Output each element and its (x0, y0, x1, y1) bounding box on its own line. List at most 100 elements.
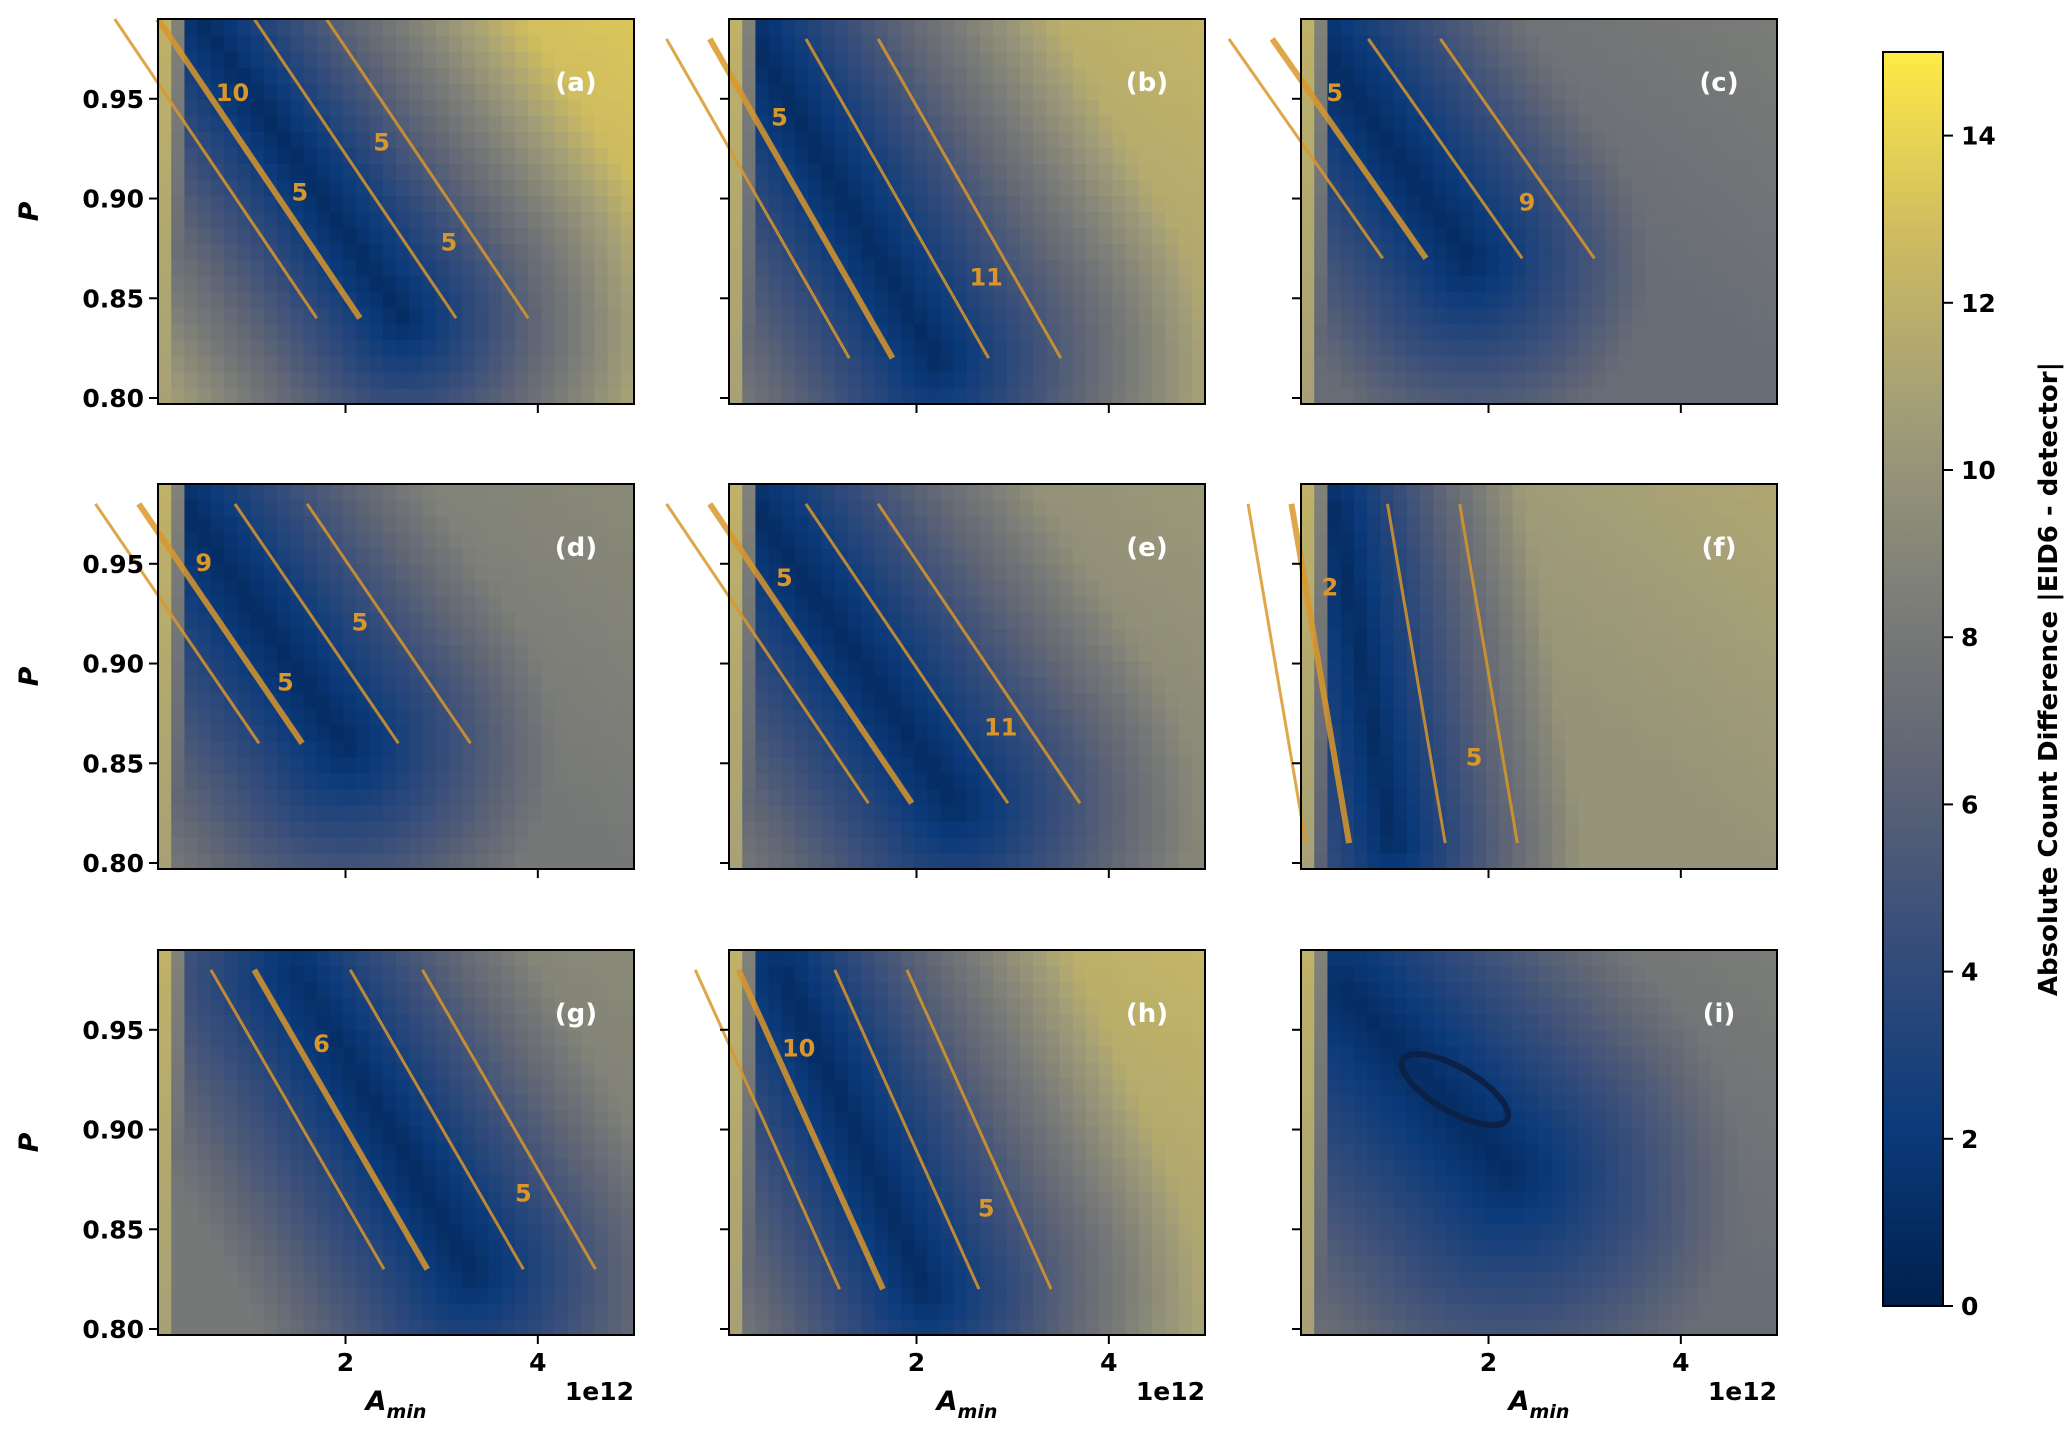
heatmap-cell (993, 660, 1008, 678)
heatmap-cell (263, 371, 278, 389)
heatmap-cell (1684, 211, 1699, 229)
heatmap-cell (1737, 339, 1752, 357)
heatmap-cell (1763, 692, 1778, 710)
heatmap-cell (277, 163, 291, 181)
heatmap-cell (237, 532, 252, 549)
heatmap-cell (171, 83, 186, 100)
heatmap-cell (329, 259, 344, 277)
heatmap-cell (953, 676, 968, 694)
heatmap-cell (742, 644, 757, 662)
heatmap-cell (488, 211, 503, 229)
heatmap-cell (1059, 660, 1074, 678)
heatmap-cell (1138, 259, 1153, 277)
heatmap-cell (620, 628, 635, 646)
heatmap-cell (316, 612, 331, 629)
heatmap-cell (861, 51, 876, 68)
heatmap-cell (1046, 660, 1061, 678)
contour-line (325, 18, 530, 320)
heatmap-cell (1125, 628, 1140, 646)
heatmap-cell (1152, 516, 1166, 533)
heatmap-cell (620, 532, 635, 549)
heatmap-cell (1472, 243, 1487, 261)
heatmap-cell (768, 227, 783, 245)
heatmap-cell (1380, 99, 1395, 116)
heatmap-cell (184, 371, 199, 389)
heatmap-cell (1710, 355, 1725, 373)
heatmap-cell (940, 580, 955, 597)
heatmap-cell (900, 564, 915, 581)
heatmap-cell (861, 179, 876, 197)
heatmap-cell (1750, 83, 1765, 100)
heatmap-cell (488, 339, 503, 357)
heatmap-cell (967, 131, 981, 148)
heatmap-cell (1565, 339, 1580, 357)
heatmap-cell (1578, 83, 1593, 100)
heatmap-cell (475, 99, 490, 116)
heatmap-cell (1340, 852, 1355, 870)
heatmap-cell (1697, 307, 1712, 325)
heatmap-cell (1314, 227, 1329, 245)
contour-line (707, 37, 896, 360)
heatmap-cell (316, 179, 331, 197)
heatmap-cell (1006, 772, 1021, 790)
heatmap-cell (1750, 644, 1765, 662)
heatmap-cell (861, 676, 876, 694)
heatmap-cell (887, 788, 902, 806)
heatmap-cell (329, 852, 344, 870)
heatmap-cell (607, 852, 622, 870)
heatmap-cell (1433, 740, 1448, 758)
heatmap-cell (1152, 339, 1166, 357)
contour-line (707, 502, 915, 805)
heatmap-cell (1472, 836, 1487, 854)
heatmap-cell (594, 820, 609, 838)
heatmap-cell (1671, 740, 1686, 758)
heatmap-cell (1314, 115, 1329, 132)
heatmap-cell (927, 115, 942, 132)
heatmap-cell (158, 307, 172, 325)
contour-line (113, 18, 318, 320)
heatmap-cell (515, 548, 529, 565)
heatmap-cell (1086, 307, 1100, 325)
heatmap-cell (1178, 532, 1193, 549)
heatmap-cell (821, 51, 836, 68)
heatmap-cell (768, 804, 783, 822)
heatmap-cell (171, 131, 186, 148)
heatmap-cell (343, 275, 357, 293)
heatmap-cell (237, 259, 252, 277)
heatmap-cell (1406, 83, 1421, 100)
heatmap-cell (795, 211, 809, 229)
heatmap-cell (224, 307, 238, 325)
heatmap-cell (940, 227, 955, 245)
heatmap-cell (953, 820, 968, 838)
heatmap-cell (1072, 772, 1087, 790)
heatmap-cell (488, 179, 503, 197)
heatmap-cell (914, 131, 928, 148)
heatmap-cell (158, 708, 172, 726)
heatmap-cell (1059, 532, 1074, 549)
heatmap-cell (1525, 19, 1540, 36)
heatmap-cell (554, 147, 569, 164)
heatmap-cell (422, 836, 437, 854)
heatmap-cell (834, 660, 849, 678)
heatmap-cell (980, 291, 995, 309)
heatmap-cell (914, 484, 928, 501)
heatmap-cell (501, 387, 516, 405)
heatmap-cell (1393, 804, 1408, 822)
heatmap-cell (980, 516, 995, 533)
heatmap-cell (528, 83, 543, 100)
heatmap-cell (422, 323, 437, 341)
heatmap-cell (768, 612, 783, 629)
heatmap-cell (1112, 500, 1127, 517)
heatmap-cell (1631, 323, 1646, 341)
heatmap-cell (1459, 612, 1474, 629)
heatmap-cell (1512, 660, 1527, 678)
heatmap-cell (184, 500, 199, 517)
heatmap-cell (1165, 532, 1180, 549)
heatmap-cell (1138, 644, 1153, 662)
heatmap-cell (967, 227, 981, 245)
heatmap-cell (1046, 259, 1061, 277)
panel-f: 25(f) (1246, 483, 1778, 878)
heatmap-cell (1406, 115, 1421, 132)
heatmap-cell (781, 227, 796, 245)
heatmap-cell (422, 724, 437, 742)
